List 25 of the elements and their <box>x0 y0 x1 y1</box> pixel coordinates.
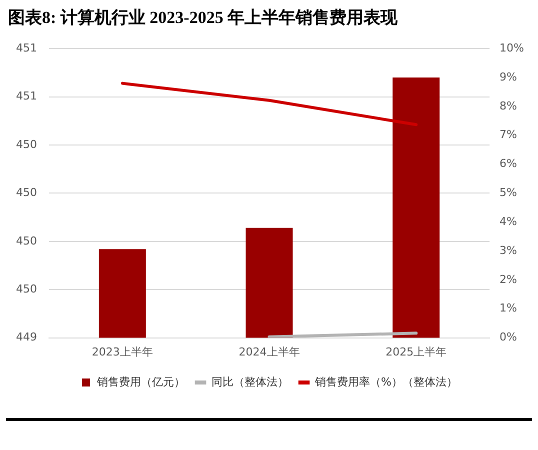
y-tick-label: 450 <box>16 234 37 248</box>
y2-tick-label: 1% <box>500 302 518 315</box>
y-tick-label: 451 <box>16 90 37 103</box>
legend-label: 销售费用率（%）（整体法） <box>314 375 458 388</box>
y-tick-label: 450 <box>16 282 37 296</box>
x-tick-label: 2025上半年 <box>386 345 447 358</box>
y2-tick-label: 3% <box>500 244 518 257</box>
y2-tick-label: 6% <box>500 157 518 170</box>
y2-tick-label: 10% <box>500 41 524 54</box>
y-tick-label: 450 <box>16 186 37 200</box>
y-tick-label: 450 <box>16 138 37 151</box>
y2-tick-label: 4% <box>500 214 518 228</box>
y2-tick-label: 9% <box>500 70 518 84</box>
y2-tick-label: 0% <box>500 330 518 344</box>
legend-label: 同比（整体法） <box>212 375 289 388</box>
x-tick-label: 2023上半年 <box>92 345 153 358</box>
legend-label: 销售费用（亿元） <box>96 375 186 388</box>
y2-tick-label: 5% <box>500 186 518 200</box>
x-tick-label: 2024上半年 <box>238 345 300 358</box>
y2-tick-label: 8% <box>500 99 518 112</box>
y-tick-label: 451 <box>16 41 37 54</box>
chart-title: 图表8: 计算机行业 2023-2025 年上半年销售费用表现 <box>7 7 399 29</box>
y2-tick-label: 2% <box>500 272 518 286</box>
y2-tick-label: 7% <box>500 128 518 142</box>
y-tick-label: 449 <box>16 330 37 344</box>
